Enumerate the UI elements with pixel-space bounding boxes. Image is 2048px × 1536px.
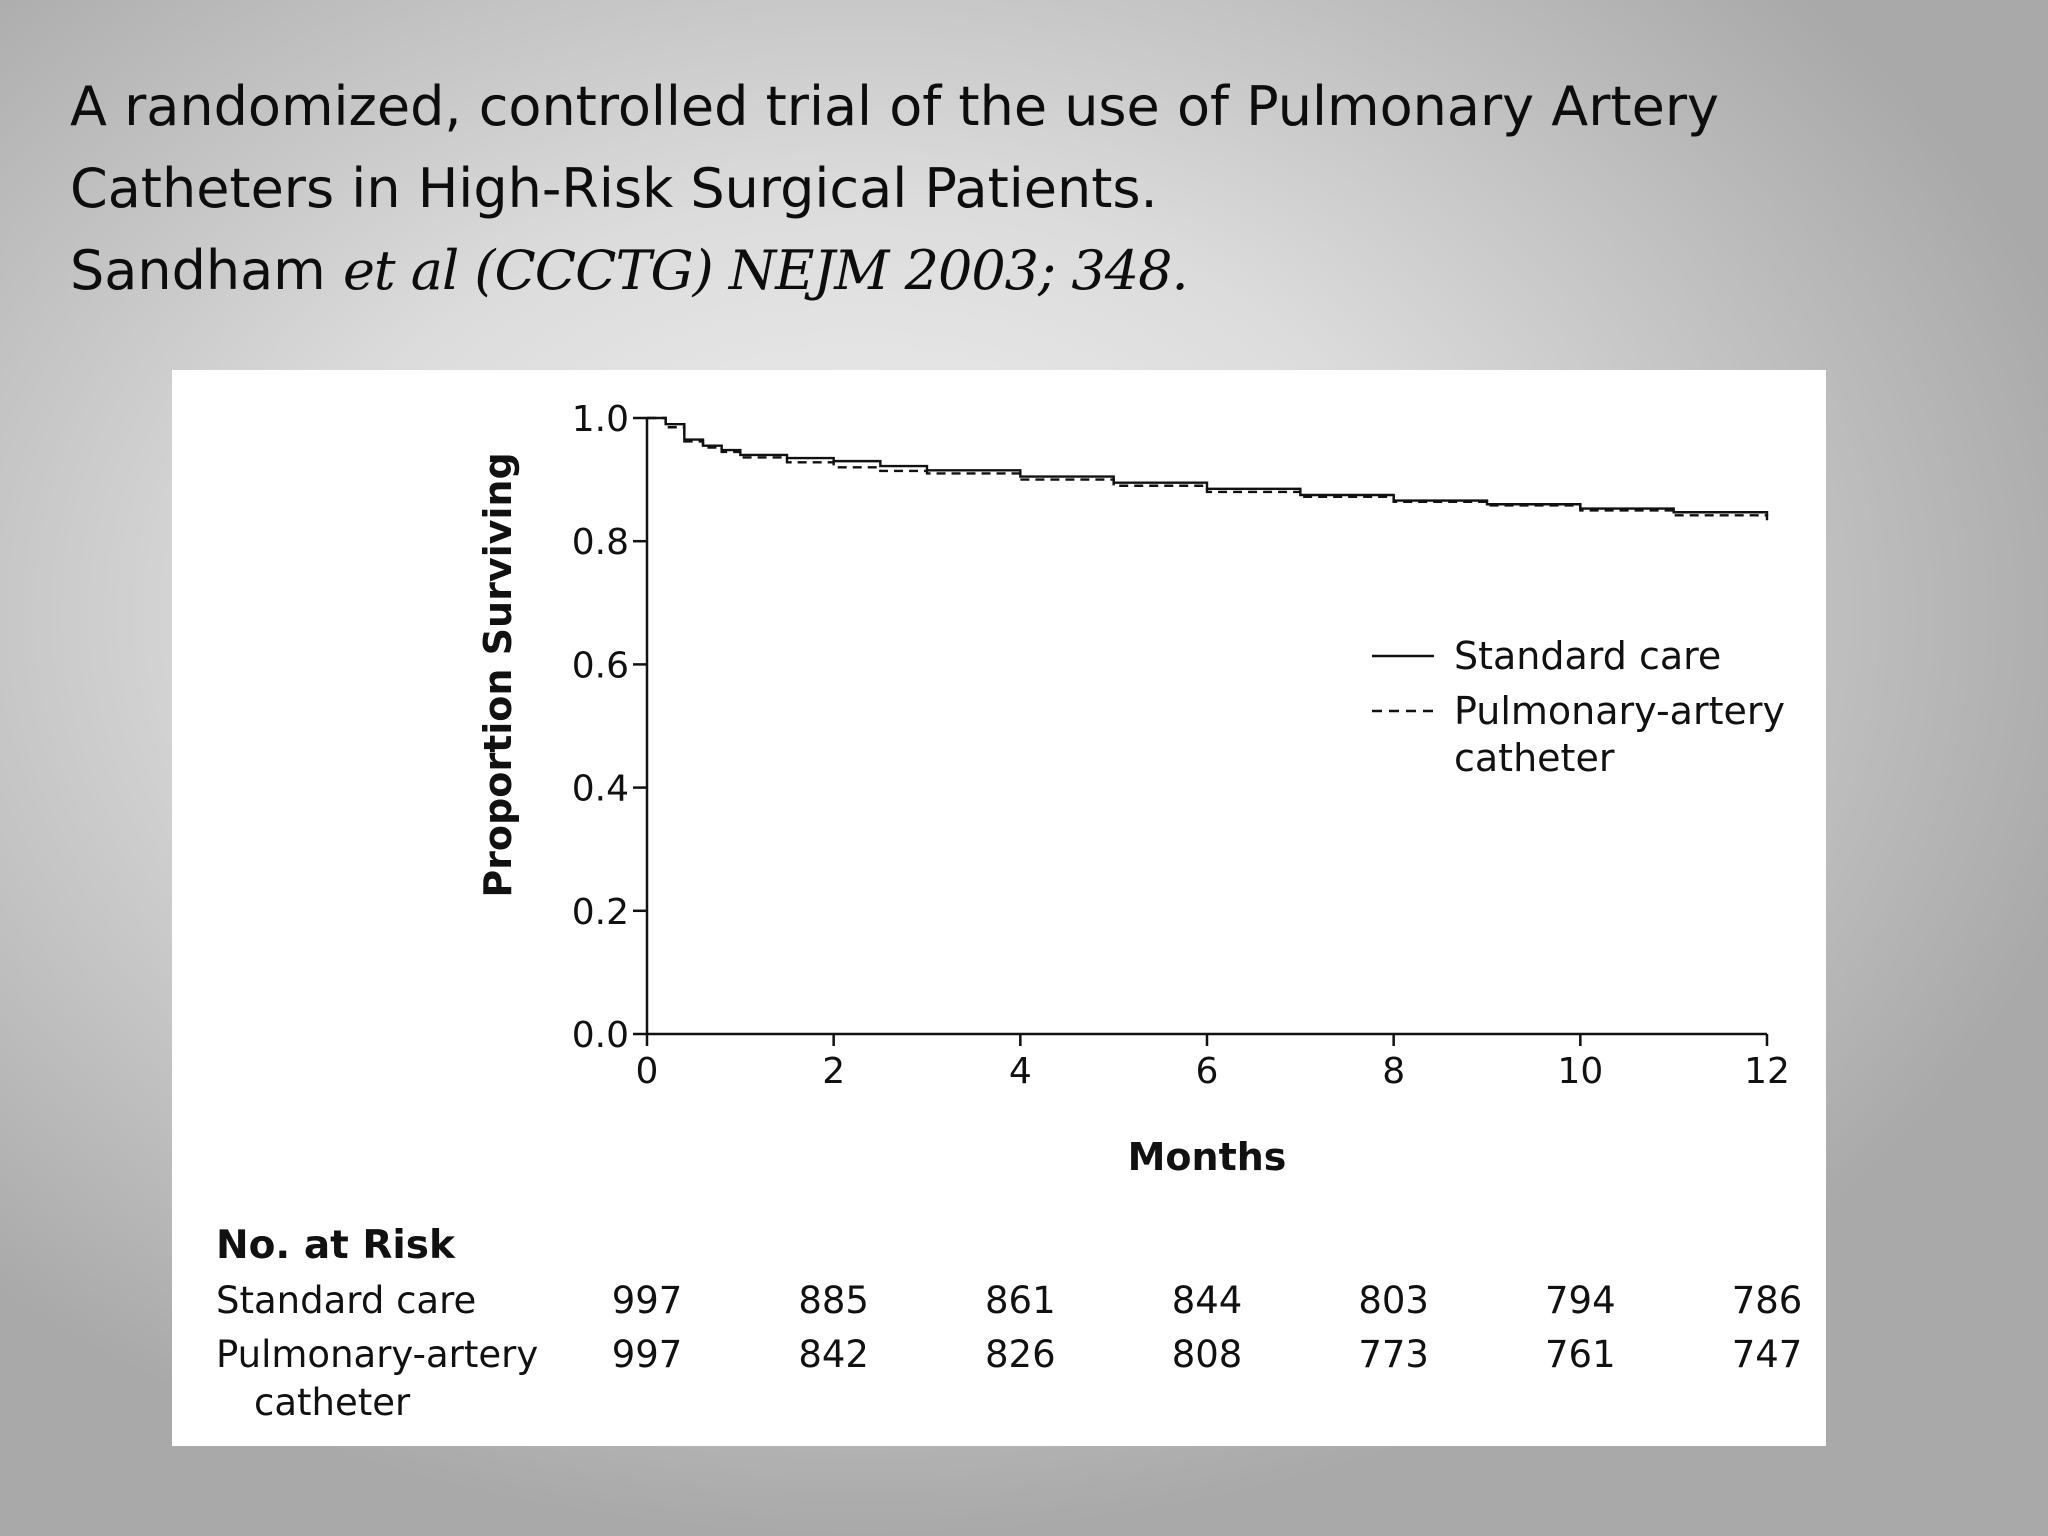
slide-title: A randomized, controlled trial of the us… [70, 66, 1970, 312]
survival-chart: 0.0 0.2 0.4 0.6 0.8 1.0 0 2 4 6 8 10 12 Proportion S… [216, 399, 1802, 1424]
axes: 0.0 0.2 0.4 0.6 0.8 1.0 0 2 4 6 8 10 12 [572, 399, 1790, 1092]
risk-row-label-pa-catheter: Pulmonary-artery [216, 1333, 538, 1376]
y-tick-label: 0.8 [572, 522, 629, 563]
risk-value: 844 [1172, 1279, 1243, 1322]
x-tick-label: 4 [1009, 1051, 1032, 1092]
y-tick-label: 1.0 [572, 399, 629, 440]
risk-value: 808 [1172, 1333, 1243, 1376]
citation-author: Sandham [70, 239, 326, 302]
risk-table-title: No. at Risk [216, 1223, 456, 1268]
x-tick-label: 10 [1557, 1051, 1603, 1092]
x-tick-label: 6 [1196, 1051, 1219, 1092]
risk-table: No. at Risk Standard care Pulmonary-arte… [216, 1223, 1802, 1424]
risk-value: 861 [985, 1279, 1056, 1322]
title-line-1: A randomized, controlled trial of the us… [70, 75, 1719, 138]
x-axis-title: Months [1128, 1135, 1287, 1179]
legend-label-pa-catheter-line1: Pulmonary-artery [1454, 689, 1785, 733]
figure-panel: 0.0 0.2 0.4 0.6 0.8 1.0 0 2 4 6 8 10 12 Proportion S… [172, 370, 1826, 1446]
risk-value: 747 [1732, 1333, 1803, 1376]
citation-reference: et al (CCCTG) NEJM 2003; 348. [342, 239, 1189, 302]
series-line-pa-catheter [647, 416, 1769, 521]
risk-value: 761 [1545, 1333, 1616, 1376]
risk-row-label-standard-care: Standard care [216, 1279, 476, 1322]
citation-line: Sandham et al (CCCTG) NEJM 2003; 348. [70, 230, 1970, 312]
risk-value: 786 [1732, 1279, 1803, 1322]
legend: Standard care Pulmonary-artery catheter [1372, 634, 1785, 780]
risk-row-label-pa-catheter-line2: catheter [254, 1381, 411, 1424]
y-tick-label: 0.6 [572, 645, 629, 686]
y-tick-label: 0.4 [572, 769, 629, 810]
title-line-2: Catheters in High-Risk Surgical Patients… [70, 157, 1158, 220]
risk-value: 794 [1545, 1279, 1616, 1322]
risk-value: 803 [1358, 1279, 1429, 1322]
risk-value: 773 [1358, 1333, 1429, 1376]
risk-value: 826 [985, 1333, 1056, 1376]
y-tick-label: 0.0 [572, 1015, 629, 1056]
series-line-standard-care [647, 416, 1769, 516]
legend-label-standard-care: Standard care [1454, 634, 1721, 678]
x-tick-label: 12 [1744, 1051, 1790, 1092]
risk-value: 997 [612, 1279, 683, 1322]
x-tick-label: 0 [636, 1051, 659, 1092]
legend-label-pa-catheter-line2: catheter [1454, 736, 1615, 780]
y-tick-label: 0.2 [572, 892, 629, 933]
risk-value: 842 [798, 1333, 869, 1376]
risk-value: 885 [798, 1279, 869, 1322]
x-tick-label: 2 [822, 1051, 845, 1092]
survival-curves [647, 416, 1769, 521]
risk-value: 997 [612, 1333, 683, 1376]
y-axis-title: Proportion Surviving [476, 452, 520, 897]
x-tick-label: 8 [1382, 1051, 1405, 1092]
